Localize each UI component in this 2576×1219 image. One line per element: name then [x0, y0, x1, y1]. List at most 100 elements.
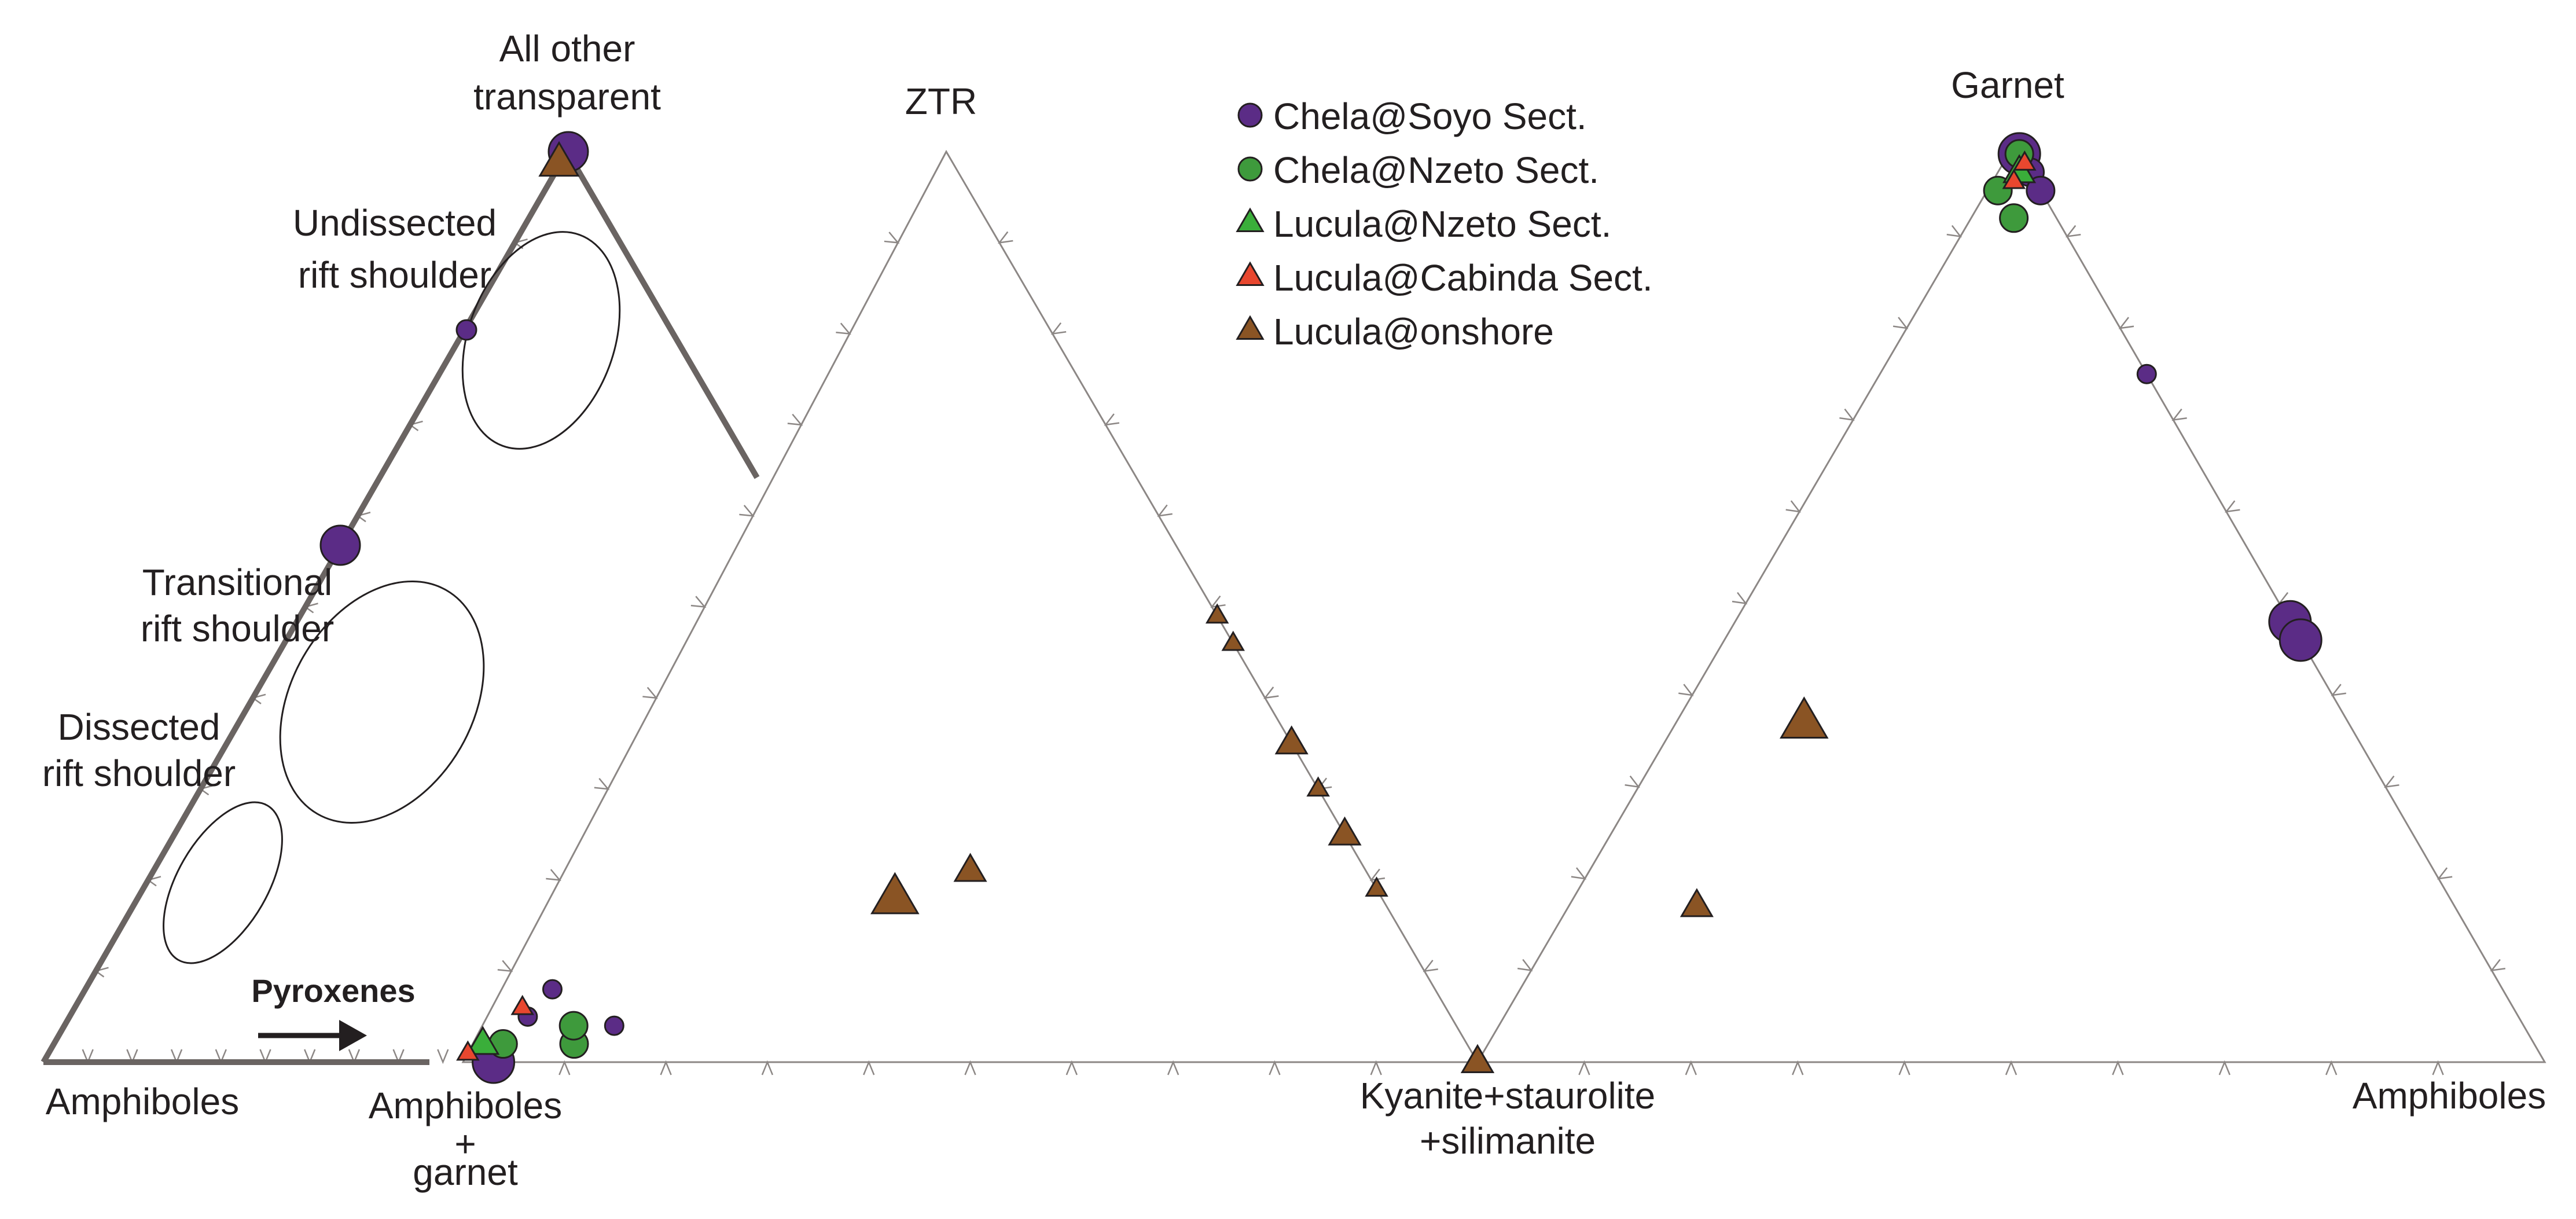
axis-tick — [2118, 317, 2134, 329]
axis-tick — [1792, 1060, 1804, 1075]
vertex-label-garnet: Garnet — [1951, 64, 2064, 106]
axis-tick — [761, 1060, 774, 1075]
data-point-lucula-onshore-ztr-3 — [1221, 630, 1245, 651]
axis-tick — [497, 960, 513, 972]
axis-tick — [2171, 408, 2187, 421]
axis-tick — [1269, 1060, 1281, 1075]
axis-tick — [546, 869, 561, 881]
axis-tick — [1157, 504, 1173, 517]
axis-tick — [2325, 1060, 2338, 1075]
data-point-chela-soyo-garnet-2 — [2026, 175, 2056, 205]
data-point-chela-nzeto-ztr-1 — [558, 1011, 589, 1041]
axis-tick — [884, 232, 900, 244]
axis-tick — [1839, 408, 1855, 421]
data-point-lucula-cabinda-ztr-1 — [456, 1040, 480, 1061]
field-undissected — [461, 231, 621, 450]
axis-tick — [690, 596, 707, 608]
vertex-label-all-other: All other — [499, 28, 635, 69]
ternary-frame-ztr — [461, 149, 1479, 1063]
data-point-left-2 — [455, 319, 477, 341]
data-point-lucula-onshore-garnet-1 — [1680, 888, 1714, 917]
axis-tick — [997, 231, 1013, 244]
axis-tick — [1898, 1060, 1910, 1075]
axis-tick — [787, 413, 803, 426]
axis-tick — [1369, 868, 1386, 882]
axis-tick — [2218, 1060, 2230, 1075]
axis-tick — [1263, 686, 1279, 699]
field-label-transitional-1: Transitional — [142, 561, 332, 603]
legend-marker-lucula-onshore — [1236, 315, 1265, 340]
data-point-chela-soyo-ztr-4 — [604, 1015, 624, 1036]
data-point-chela-soyo-garnet-5 — [2279, 618, 2323, 662]
triangle-axes — [41, 143, 2546, 1065]
axis-tick — [836, 322, 851, 335]
axis-tick — [2331, 684, 2346, 696]
data-point-lucula-onshore-ztr-7 — [1365, 876, 1388, 897]
data-point-lucula-cabinda-garnet-1 — [2002, 168, 2026, 189]
data-point-chela-soyo-garnet-3 — [2136, 364, 2157, 384]
field-label-undissected-2: rift shoulder — [298, 254, 491, 296]
field-dissected — [163, 801, 283, 964]
legend-label: Chela@Soyo Sect. — [1273, 96, 1587, 137]
axis-tick — [1625, 775, 1640, 788]
data-point-lucula-onshore-garnet-0 — [1779, 696, 1829, 739]
axis-tick — [1065, 1060, 1078, 1075]
data-point-chela-soyo-ztr-3 — [542, 979, 563, 1000]
axis-ticks — [82, 225, 2506, 1075]
overlay-frame-right-side — [564, 150, 760, 479]
data-points — [319, 102, 2323, 1084]
arrow-right-icon — [258, 1020, 367, 1051]
axis-tick — [1210, 595, 1226, 608]
axis-tick — [1578, 1060, 1590, 1075]
data-point-lucula-onshore-ztr-5 — [1306, 776, 1330, 797]
axis-tick — [863, 1060, 875, 1075]
data-point-lucula-onshore-ztr-2 — [1205, 603, 1229, 624]
axis-tick — [642, 686, 658, 699]
data-point-lucula-onshore-ztr-0 — [870, 872, 920, 915]
axis-tick — [1517, 959, 1533, 972]
axis-tick — [739, 505, 755, 517]
legend-marker-lucula-nzeto — [1236, 207, 1265, 232]
axis-tick — [2112, 1060, 2124, 1075]
vertex-label-amphiboles-garnet-2: + — [454, 1123, 476, 1165]
legend-label: Chela@Nzeto Sect. — [1273, 149, 1599, 191]
axis-tick — [1423, 960, 1438, 972]
data-point-lucula-onshore-ztr-1 — [953, 853, 987, 882]
data-point-lucula-onshore-ztr-6 — [1328, 816, 1362, 846]
field-transitional — [279, 581, 485, 824]
axis-tick — [660, 1060, 672, 1075]
field-label-transitional-2: rift shoulder — [141, 608, 334, 649]
vertex-label-transparent: transparent — [473, 76, 661, 118]
axis-tick — [2065, 225, 2081, 238]
axis-tick — [2432, 1060, 2444, 1075]
field-label-undissected-1: Undissected — [293, 202, 497, 244]
data-point-left-3 — [319, 524, 361, 566]
vertex-label-amphiboles-left: Amphiboles — [46, 1081, 239, 1122]
legend-marker-chela-nzeto — [1237, 156, 1263, 182]
legend: Chela@Soyo Sect. Chela@Nzeto Sect. Lucula@… — [1273, 96, 1653, 353]
data-point-left-1 — [538, 141, 580, 177]
axis-tick — [2490, 959, 2506, 972]
data-point-chela-nzeto-garnet-2 — [1999, 203, 2029, 233]
rift-shoulder-fields — [163, 231, 621, 964]
field-label-dissected-1: Dissected — [58, 706, 221, 748]
axis-tick — [964, 1060, 976, 1075]
vertex-label-kyanite-2: +silimanite — [1420, 1120, 1596, 1162]
axis-tick — [437, 1049, 449, 1064]
axis-tick — [1370, 1060, 1382, 1075]
axis-tick — [1685, 1060, 1697, 1075]
field-label-dissected-2: rift shoulder — [42, 752, 236, 794]
vertex-label-amphiboles-garnet-1: Amphiboles — [369, 1085, 562, 1126]
axis-tick — [1167, 1060, 1179, 1075]
vertex-label-ztr: ZTR — [905, 80, 977, 122]
legend-marker-chela-soyo — [1237, 102, 1263, 128]
axis-tick — [1946, 225, 1963, 238]
data-point-lucula-onshore-ztr-4 — [1274, 725, 1309, 755]
axis-tick — [558, 1060, 571, 1075]
vertex-label-kyanite-1: Kyanite+staurolite — [1360, 1075, 1656, 1117]
axis-tick — [1104, 413, 1120, 426]
axis-tick — [1785, 500, 1802, 513]
axis-tick — [1732, 592, 1748, 605]
legend-marker-lucula-cabinda — [1236, 261, 1265, 286]
